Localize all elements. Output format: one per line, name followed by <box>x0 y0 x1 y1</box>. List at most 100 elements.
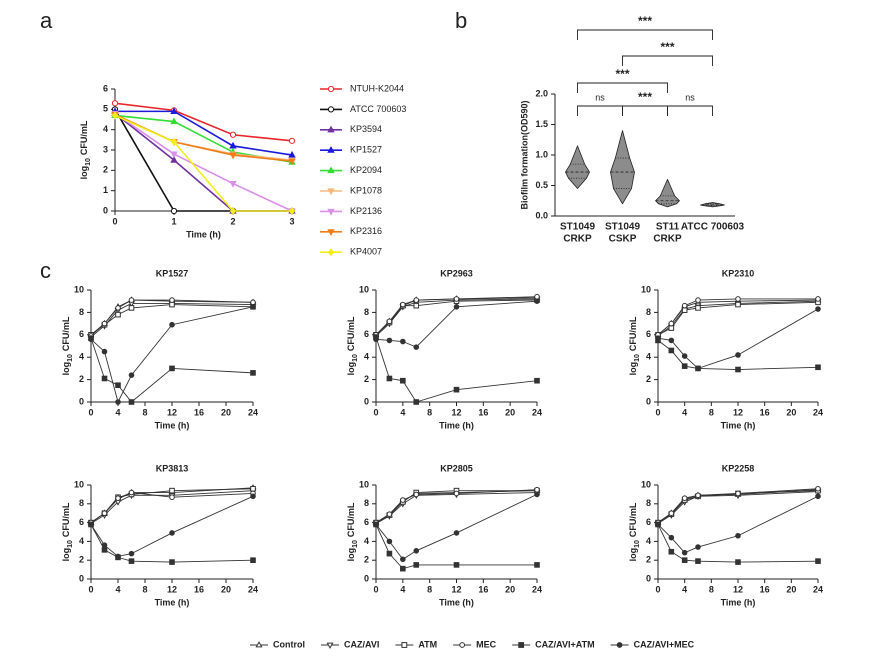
x-tick-label: 24 <box>813 584 823 594</box>
marker <box>735 352 741 358</box>
y-axis-label-part: log <box>628 548 638 562</box>
y-axis-label-sub: 10 <box>67 540 74 548</box>
y-tick-label: 4 <box>646 536 651 546</box>
series-line <box>90 299 254 337</box>
marker <box>386 337 393 344</box>
panel-label: a <box>40 8 53 33</box>
marker <box>101 348 108 355</box>
series-line <box>375 296 538 336</box>
x-tick-label: 24 <box>532 584 542 594</box>
y-tick-label: 6 <box>103 83 108 93</box>
violin <box>610 130 635 205</box>
legend-marker <box>401 642 408 648</box>
legend-marker <box>327 188 335 196</box>
y-tick-label: 8 <box>364 498 369 508</box>
x-tick-label: 0 <box>655 407 660 417</box>
marker <box>111 100 119 107</box>
x-tick-label: 8 <box>709 584 714 594</box>
y-tick-label: 8 <box>646 498 651 508</box>
marker <box>534 298 540 305</box>
marker <box>453 296 460 302</box>
y-tick-label: 6 <box>646 517 651 527</box>
series-line <box>375 298 538 337</box>
marker <box>115 311 121 318</box>
series-line <box>90 306 254 404</box>
y-axis-label-part: CFU/mL <box>79 120 89 155</box>
marker <box>453 530 460 536</box>
marker <box>453 304 460 310</box>
chart-title: KP2258 <box>722 463 755 473</box>
x-tick-label: 16 <box>194 584 204 594</box>
x-tick-label: 20 <box>221 584 231 594</box>
marker <box>88 336 94 343</box>
y-axis-label-sub: 10 <box>634 540 641 548</box>
legend-label: CAZ/AVI+MEC <box>634 639 695 649</box>
y-tick-label: 2 <box>103 165 108 175</box>
marker <box>128 297 135 303</box>
marker <box>229 152 237 160</box>
x-tick-label: 0 <box>112 216 117 226</box>
legend-label: KP4007 <box>350 247 382 257</box>
marker <box>735 532 741 539</box>
marker <box>373 336 379 343</box>
x-tick-label: 12 <box>733 407 743 417</box>
marker <box>400 301 406 308</box>
marker <box>400 338 406 345</box>
series-line <box>114 108 292 212</box>
y-tick-label: 1.0 <box>535 149 548 159</box>
legend-marker <box>327 166 335 174</box>
marker <box>170 107 178 114</box>
marker <box>534 491 540 498</box>
x-axis-label: Time (h) <box>439 420 474 430</box>
significance-label: *** <box>638 14 652 28</box>
y-tick-label: 5 <box>103 104 108 114</box>
y-tick-label: 2 <box>646 374 651 384</box>
y-tick-label: 8 <box>79 307 84 317</box>
y-tick-label: 0 <box>79 573 84 583</box>
chart-title: KP1527 <box>156 268 189 278</box>
y-tick-label: 0 <box>364 396 369 406</box>
y-tick-label: 6 <box>79 329 84 339</box>
marker <box>815 485 821 492</box>
y-axis-label-part: log <box>346 362 356 376</box>
y-axis-label: log10 CFU/mL <box>628 316 641 375</box>
y-axis-label-part: log <box>61 548 71 562</box>
x-tick-label: 12 <box>167 584 177 594</box>
x-tick-label: 8 <box>142 584 147 594</box>
x-axis-label: Time (h) <box>186 229 221 239</box>
marker <box>735 296 741 302</box>
marker <box>229 180 237 188</box>
y-tick-label: 2 <box>79 374 84 384</box>
legend-marker <box>616 642 623 648</box>
x-tick-label: 8 <box>427 584 432 594</box>
series-line <box>375 336 538 403</box>
x-tick-label: 8 <box>709 407 714 417</box>
legend-marker <box>255 641 263 648</box>
marker <box>655 335 661 341</box>
legend-label: KP2136 <box>350 206 382 216</box>
x-tick-label: 12 <box>167 407 177 417</box>
x-tick-label: 24 <box>248 584 258 594</box>
y-tick-label: 4 <box>79 536 84 546</box>
x-axis-label: Time (h) <box>721 420 756 430</box>
y-axis-label-part: CFU/mL <box>346 316 356 351</box>
marker <box>695 297 701 303</box>
series-line <box>657 524 819 563</box>
marker <box>681 302 688 309</box>
marker <box>101 375 108 382</box>
x-tick-label: 0 <box>88 407 93 417</box>
marker <box>115 399 121 405</box>
marker <box>668 548 675 555</box>
y-tick-label: 10 <box>74 284 84 294</box>
y-tick-label: 6 <box>79 517 84 527</box>
marker <box>386 550 393 557</box>
y-tick-label: 8 <box>646 307 651 317</box>
y-tick-label: 10 <box>359 479 369 489</box>
y-axis-label-part: CFU/mL <box>346 502 356 537</box>
marker <box>128 372 135 378</box>
marker <box>386 318 393 325</box>
series-line <box>114 102 293 142</box>
series-line <box>657 308 819 369</box>
marker <box>453 562 460 568</box>
legend-label: MEC <box>476 639 497 649</box>
